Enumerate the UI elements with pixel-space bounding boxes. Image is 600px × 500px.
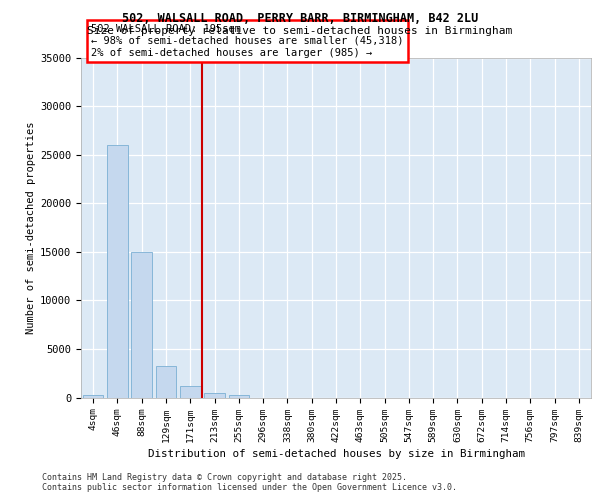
Bar <box>107 145 128 398</box>
Y-axis label: Number of semi-detached properties: Number of semi-detached properties <box>26 121 36 334</box>
X-axis label: Distribution of semi-detached houses by size in Birmingham: Distribution of semi-detached houses by … <box>148 448 524 458</box>
Bar <box>180 386 200 398</box>
Text: Contains HM Land Registry data © Crown copyright and database right 2025.
Contai: Contains HM Land Registry data © Crown c… <box>42 473 457 492</box>
Bar <box>229 395 249 398</box>
Bar <box>131 252 152 398</box>
Bar <box>204 393 225 398</box>
Text: Size of property relative to semi-detached houses in Birmingham: Size of property relative to semi-detach… <box>88 26 512 36</box>
Bar <box>83 394 103 398</box>
Text: 502 WALSALL ROAD: 195sqm
← 98% of semi-detached houses are smaller (45,318)
2% o: 502 WALSALL ROAD: 195sqm ← 98% of semi-d… <box>91 24 404 58</box>
Text: 502, WALSALL ROAD, PERRY BARR, BIRMINGHAM, B42 2LU: 502, WALSALL ROAD, PERRY BARR, BIRMINGHA… <box>122 12 478 24</box>
Bar <box>155 366 176 398</box>
